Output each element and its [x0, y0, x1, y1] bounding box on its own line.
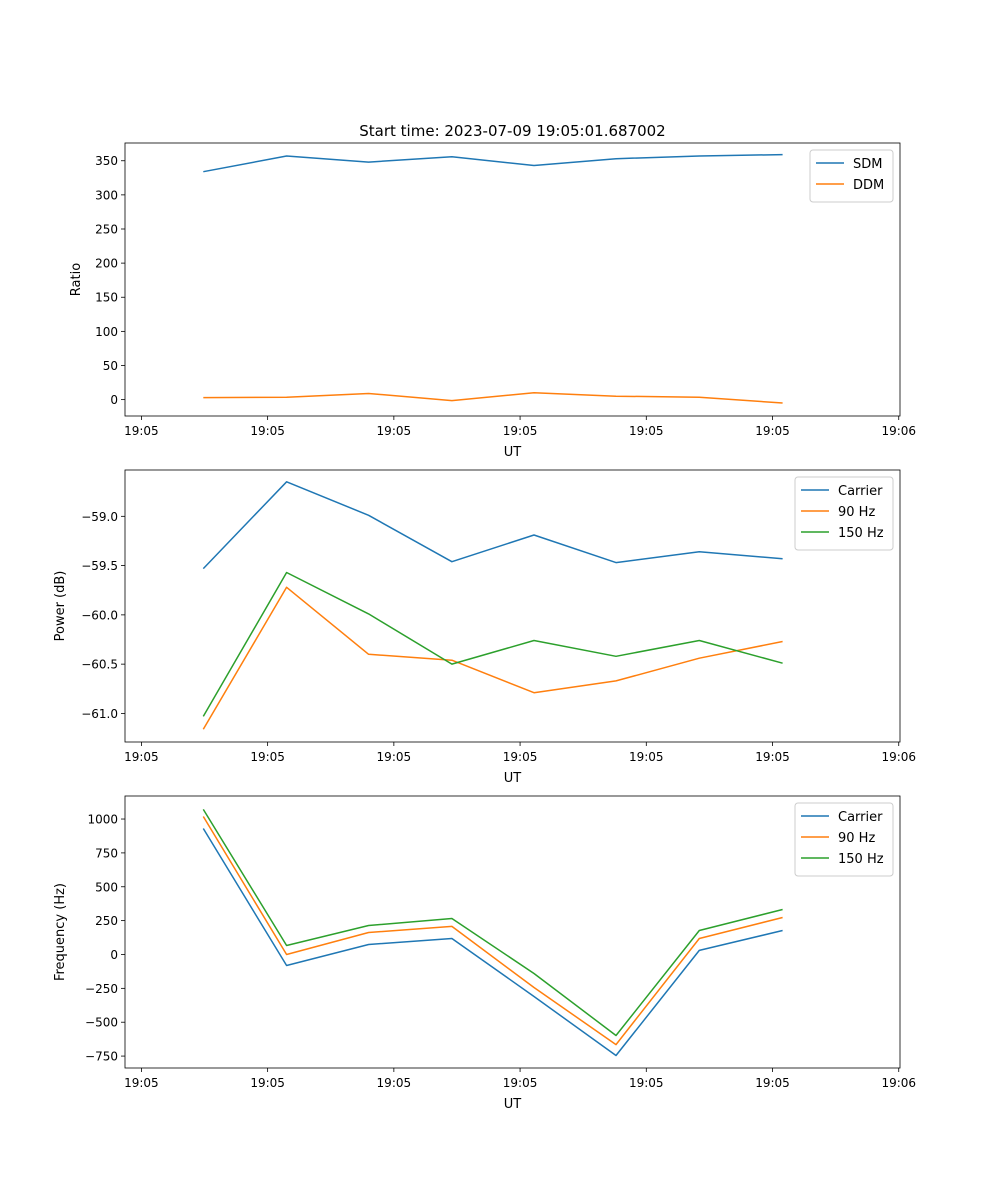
axes-frame [124, 142, 901, 417]
legend-label: 90 Hz [838, 505, 875, 520]
subplot-1: Start time: 2023-07-09 19:05:01.687002 19… [69, 122, 916, 460]
series-line-90-hz [202, 816, 783, 1046]
legend: Carrier 90 Hz 150 Hz [794, 476, 894, 551]
y-axis-label: Power (dB) [53, 571, 68, 642]
y-tick-label: 0 [110, 948, 118, 962]
y-tick-label: 100 [95, 325, 118, 339]
y-tick-label: −60.5 [81, 658, 118, 672]
x-tick-label: 19:05 [250, 424, 285, 438]
legend-label: 90 Hz [838, 831, 875, 846]
y-tick-label: −61.0 [81, 707, 118, 721]
legend: SDM DDM [809, 149, 894, 203]
x-axis-label: UT [504, 1097, 522, 1112]
y-tick-label: 50 [103, 359, 118, 373]
legend-label: 150 Hz [838, 852, 884, 867]
axes-frame [124, 795, 901, 1069]
series-line-90-hz [202, 586, 783, 730]
subplot-3: 19:05 19:05 19:05 19:05 19:05 19:05 19:06 −750 −… [53, 795, 916, 1112]
y-tick-label: 1000 [87, 813, 118, 827]
series-line-150-hz [202, 571, 783, 717]
x-tick-label: 19:05 [755, 750, 790, 764]
legend: Carrier 90 Hz 150 Hz [794, 802, 894, 877]
x-tick-label: 19:05 [503, 424, 538, 438]
x-tick-label: 19:05 [124, 750, 159, 764]
y-axis-label: Frequency (Hz) [53, 883, 68, 981]
x-tick-label: 19:05 [250, 1076, 285, 1090]
y-tick-label: −59.0 [81, 510, 118, 524]
x-tick-label: 19:05 [377, 424, 412, 438]
legend-label: DDM [853, 178, 884, 193]
x-tick-label: 19:05 [503, 1076, 538, 1090]
y-tick-label: −60.0 [81, 608, 118, 622]
x-axis-label: UT [504, 771, 522, 786]
y-tick-label: 750 [95, 846, 118, 860]
subplot-2: 19:05 19:05 19:05 19:05 19:05 19:05 19:06 −61.0… [53, 469, 916, 786]
x-tick-label: 19:06 [881, 1076, 916, 1090]
series-line-sdm [203, 153, 783, 173]
y-tick-label: −59.5 [81, 559, 118, 573]
x-tick-label: 19:05 [755, 1076, 790, 1090]
series-line-150-hz [202, 809, 783, 1037]
y-tick-label: 200 [95, 257, 118, 271]
legend-label: 150 Hz [838, 526, 884, 541]
x-tick-label: 19:05 [629, 750, 664, 764]
series-line-ddm [203, 392, 783, 404]
y-tick-label: 350 [95, 154, 118, 168]
y-tick-label: 0 [110, 393, 118, 407]
y-tick-label: 250 [95, 914, 118, 928]
y-tick-label: 150 [95, 291, 118, 305]
series-line-carrier [202, 481, 783, 570]
x-tick-label: 19:05 [503, 750, 538, 764]
x-tick-label: 19:05 [250, 750, 285, 764]
x-axis-label: UT [504, 445, 522, 460]
legend-label: Carrier [838, 810, 883, 825]
y-tick-label: 250 [95, 222, 118, 236]
x-tick-label: 19:06 [881, 424, 916, 438]
legend-label: SDM [853, 157, 882, 172]
y-tick-label: 300 [95, 188, 118, 202]
y-tick-label: 500 [95, 880, 118, 894]
x-tick-label: 19:05 [124, 424, 159, 438]
x-tick-label: 19:05 [629, 1076, 664, 1090]
y-tick-label: −500 [85, 1016, 118, 1030]
x-tick-label: 19:05 [629, 424, 664, 438]
x-tick-label: 19:05 [377, 750, 412, 764]
y-axis-label: Ratio [69, 263, 84, 296]
y-tick-label: −250 [85, 982, 118, 996]
y-tick-label: −750 [85, 1050, 118, 1064]
legend-label: Carrier [838, 484, 883, 499]
axes-frame [124, 469, 901, 743]
chart-title: Start time: 2023-07-09 19:05:01.687002 [359, 122, 665, 140]
x-tick-label: 19:05 [377, 1076, 412, 1090]
x-tick-label: 19:05 [755, 424, 790, 438]
x-tick-label: 19:05 [124, 1076, 159, 1090]
series-line-carrier [202, 828, 783, 1057]
x-tick-label: 19:06 [881, 750, 916, 764]
